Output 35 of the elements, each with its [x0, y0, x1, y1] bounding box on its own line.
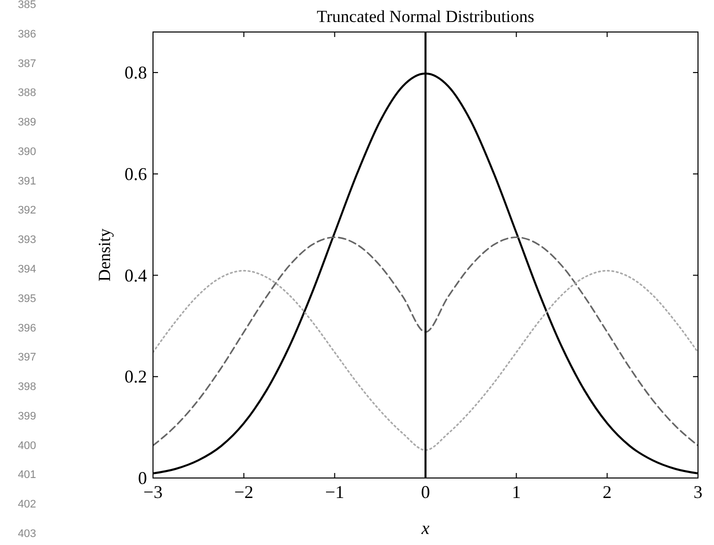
- text: 393: [18, 234, 36, 246]
- line-series: [153, 270, 698, 451]
- y-tick-label: 0.4: [124, 265, 147, 286]
- text: 391: [18, 175, 36, 188]
- text: 395: [18, 292, 36, 305]
- text: 396: [18, 322, 36, 334]
- y-tick-label: 0.2: [124, 366, 147, 387]
- text: 387: [18, 58, 36, 70]
- text: 386: [18, 28, 36, 40]
- x-tick-label: 0: [421, 482, 430, 502]
- line-series: [153, 236, 698, 446]
- x-tick-label: 3: [694, 482, 702, 502]
- text: 397: [18, 352, 36, 364]
- x-tick-label: 2: [602, 482, 612, 502]
- text: 394: [18, 264, 36, 276]
- text: 385: [18, 0, 36, 11]
- text: 388: [18, 87, 36, 100]
- text: 401: [18, 469, 36, 482]
- text: 400: [18, 440, 36, 452]
- text: 389: [18, 116, 36, 129]
- text: 398: [18, 381, 36, 394]
- y-tick-label: 0.8: [124, 62, 147, 83]
- y-axis-title: Density: [95, 228, 114, 282]
- y-tick-label: 0.6: [124, 164, 147, 184]
- text: 392: [18, 204, 36, 217]
- x-tick-label: −1: [325, 482, 344, 502]
- text: 390: [18, 146, 36, 158]
- chart-title: Truncated Normal Distributions: [316, 7, 534, 26]
- x-axis-title: x: [420, 518, 430, 538]
- y-tick-label: 0: [138, 468, 147, 488]
- x-tick-label: −2: [234, 482, 254, 502]
- text: 402: [18, 498, 36, 511]
- text: 399: [18, 410, 36, 422]
- text: 403: [18, 528, 36, 540]
- x-tick-label: 1: [512, 482, 521, 502]
